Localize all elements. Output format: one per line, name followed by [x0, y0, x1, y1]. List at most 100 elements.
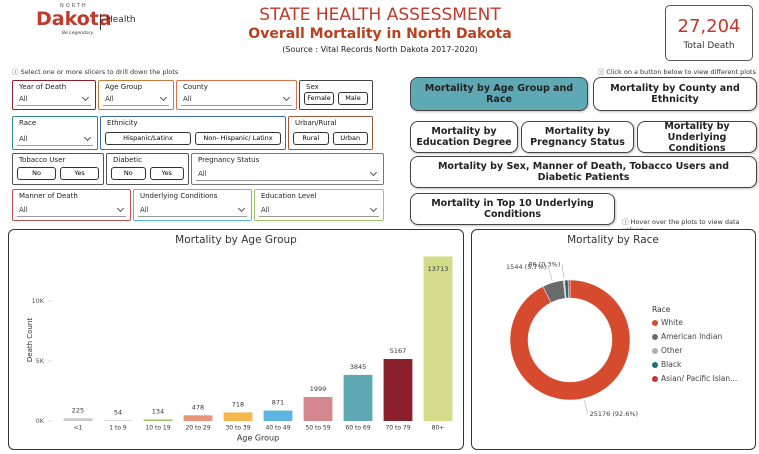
y-tick-label: 10K [31, 297, 44, 305]
slicer-value: All [261, 206, 270, 214]
logo-north: NORTH [60, 3, 88, 9]
slicer-options: No Yes [17, 167, 99, 180]
legend-label: Other [661, 346, 683, 355]
nav-button[interactable]: Mortality by Pregnancy Status [521, 121, 634, 153]
data-label: 134 [152, 407, 164, 415]
slicer-option[interactable]: Female [304, 92, 334, 105]
slicer: Diabetic No Yes [106, 153, 189, 185]
chart-title: Mortality by Race [567, 234, 659, 246]
logo-health: Health [106, 15, 136, 25]
slicer-label: Age Group [105, 83, 143, 91]
slicer-option[interactable]: Rural [293, 132, 329, 145]
nav-button[interactable]: Mortality by Education Degree [410, 121, 518, 153]
slicer-dropdown[interactable]: All [138, 204, 247, 217]
kpi-label: Total Death [683, 41, 735, 51]
slicer-option[interactable]: Urban [332, 132, 368, 145]
data-label: 871 [272, 399, 284, 407]
slicer-label: Urban/Rural [295, 119, 337, 127]
data-label: 1544 (5.7%) [506, 263, 546, 271]
logo-brand: Dakota [36, 8, 112, 30]
data-label: 225 [72, 406, 84, 414]
slicer: Age Group All [98, 80, 174, 110]
legend-label: Asian/ Pacific Islan... [661, 374, 737, 383]
nav-button[interactable]: Mortality in Top 10 Underlying Condition… [410, 193, 615, 225]
slicer: County All [176, 80, 297, 110]
slicer-dropdown[interactable]: All [259, 204, 379, 217]
slicer-option[interactable]: Yes [149, 167, 184, 180]
nav-button[interactable]: Mortality by Underlying Conditions [637, 121, 757, 154]
bar [103, 420, 133, 421]
x-tick-label: 30 to 39 [225, 425, 250, 432]
hint: ⓘ Click on a button below to view differ… [597, 68, 756, 76]
slicer-options: Female Male [304, 92, 368, 105]
slicer-label: Underlying Conditions [140, 192, 218, 200]
slicer-options: Hispanic/Latinx Non- Hispanic/ Latinx [105, 132, 281, 145]
bar [223, 412, 253, 421]
slicer-value: All [19, 206, 28, 214]
x-tick-label: 50 to 59 [305, 425, 330, 432]
slicer-dropdown[interactable]: All [196, 168, 379, 181]
slicer-option[interactable]: Male [338, 92, 368, 105]
logo-tagline: Be Legendary. [62, 31, 95, 36]
legend-label: Black [661, 360, 682, 369]
chart-title: Mortality by Age Group [175, 234, 297, 246]
slicer-value: All [19, 135, 28, 143]
slicer-option[interactable]: No [111, 167, 146, 180]
bar [423, 256, 453, 421]
slicer-options: Rural Urban [293, 132, 368, 145]
logo-divider [100, 14, 101, 30]
kpi-card: 27,204 Total Death [665, 5, 753, 61]
slicer-label: Race [19, 119, 37, 127]
x-tick-label: 10 to 19 [145, 425, 170, 432]
slicer-value: All [140, 206, 149, 214]
data-label: 1999 [310, 385, 327, 393]
slicer-option[interactable]: Hispanic/Latinx [105, 132, 191, 145]
y-tick-label: 5K [36, 357, 45, 365]
slicer-label: Diabetic [113, 156, 142, 164]
nav-button[interactable]: Mortality by Age Group and Race [410, 77, 588, 111]
leader-line [584, 400, 588, 414]
slicer-label: Manner of Death [19, 192, 78, 200]
slicer-label: Pregnancy Status [198, 156, 260, 164]
slicer-value: All [105, 95, 114, 103]
data-label: 478 [192, 403, 204, 411]
legend-swatch [652, 334, 658, 340]
slicer: Race All [12, 116, 98, 150]
slicer-label: Year of Death [19, 83, 67, 91]
data-label: 13713 [428, 265, 449, 273]
slicer: Tobacco User No Yes [12, 153, 104, 185]
y-tick-label: 0K [36, 417, 45, 425]
slicer-dropdown[interactable]: All [17, 133, 93, 146]
slicer-dropdown[interactable]: All [17, 204, 126, 217]
pie-slice [509, 279, 631, 401]
data-label: 3845 [350, 363, 367, 371]
subtitle: Overall Mortality in North Dakota [248, 26, 512, 42]
slicer-option[interactable]: Non- Hispanic/ Latinx [195, 132, 281, 145]
slicer: Sex Female Male [299, 80, 373, 110]
x-axis-label: Age Group [237, 434, 279, 443]
leader-line [562, 264, 564, 279]
legend-label: American Indian [661, 332, 722, 341]
slicer-option[interactable]: Yes [60, 167, 99, 180]
slicer-dropdown[interactable]: All [17, 93, 91, 106]
slicer-value: All [183, 95, 192, 103]
bar [63, 418, 93, 421]
slicer-options: No Yes [111, 167, 184, 180]
leader-line [548, 267, 553, 281]
nav-button[interactable]: Mortality by Sex, Manner of Death, Tobac… [410, 156, 757, 188]
data-label: 718 [232, 400, 244, 408]
slicer-option[interactable]: No [17, 167, 56, 180]
slicer-dropdown[interactable]: All [181, 93, 292, 106]
slicer-value: All [19, 95, 28, 103]
bar [383, 358, 413, 421]
nav-button[interactable]: Mortality by County and Ethnicity [593, 77, 757, 111]
legend-swatch [652, 362, 658, 368]
slicer-label: Sex [306, 83, 319, 91]
slicer: Urban/Rural Rural Urban [288, 116, 373, 150]
data-label: 5167 [390, 347, 407, 355]
bar [183, 415, 213, 421]
slicer: Underlying Conditions All [133, 189, 252, 221]
slicer-dropdown[interactable]: All [103, 93, 169, 106]
bar [263, 410, 293, 421]
